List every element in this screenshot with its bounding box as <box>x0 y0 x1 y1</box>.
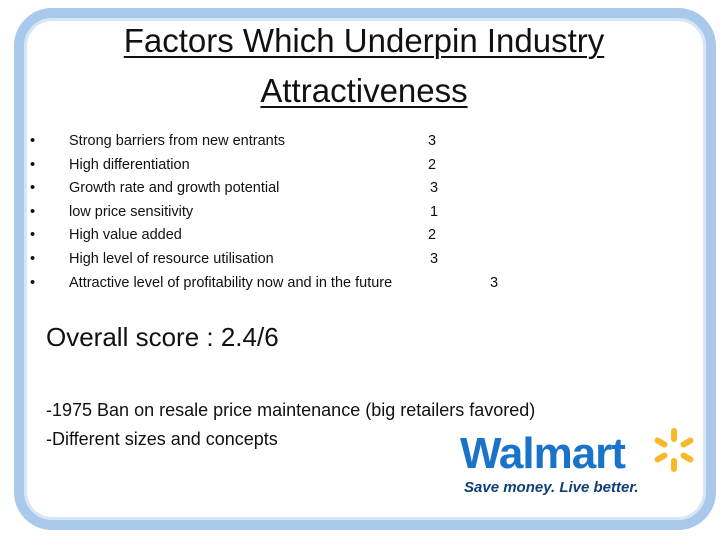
title: Factors Which Underpin Industry <box>123 22 605 59</box>
bullet: • <box>30 227 36 244</box>
overall-score: Overall score : 2.4/6 <box>46 322 279 352</box>
factor-score: 3 <box>428 133 437 149</box>
factor-text: High differentiation <box>69 156 190 173</box>
frame <box>14 8 716 530</box>
factor-text: Growth rate and growth potential <box>69 180 280 197</box>
factor-score: 3 <box>430 180 439 197</box>
bullet: • <box>30 180 36 197</box>
factor-score: 2 <box>428 156 437 173</box>
bullet: • <box>30 156 36 173</box>
bullet: • <box>30 251 36 267</box>
factor-text: low price sensitivity <box>69 203 194 220</box>
factor-score: 1 <box>430 203 439 220</box>
bullet: • <box>30 133 36 149</box>
logo-tagline: Save money. Live better. <box>464 479 639 496</box>
note: -1975 Ban on resale price maintenance (b… <box>46 400 536 420</box>
bullet: • <box>30 274 36 291</box>
logo-spark <box>654 428 694 472</box>
title: Attractiveness <box>260 72 468 109</box>
walmart-logo: Walmart Save money. Live better. <box>460 428 694 496</box>
logo-wordmark: Walmart <box>460 429 626 478</box>
factor-score: 3 <box>490 274 499 291</box>
bullet: • <box>30 203 36 220</box>
note: -Different sizes and concepts <box>46 429 278 449</box>
factor-text: Attractive level of profitability now an… <box>69 274 393 291</box>
factor-score: 3 <box>430 251 439 267</box>
factor-text: High value added <box>69 227 182 244</box>
factor-text: High level of resource utilisation <box>69 251 274 267</box>
factor-score: 2 <box>428 227 437 244</box>
factor-text: Strong barriers from new entrants <box>69 133 285 149</box>
